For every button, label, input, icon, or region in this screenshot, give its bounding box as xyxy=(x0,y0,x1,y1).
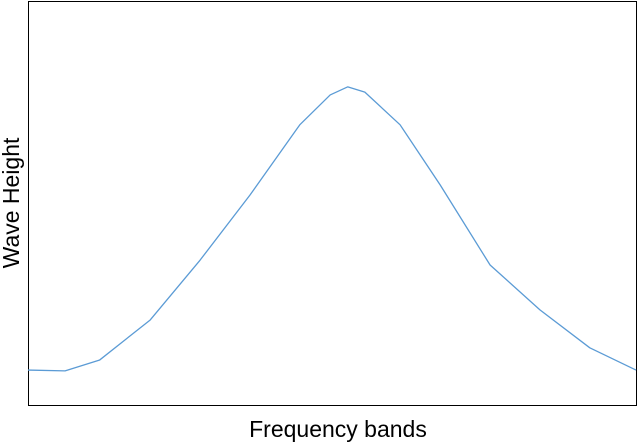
plot-frame xyxy=(28,1,637,406)
y-axis-label: Wave Height xyxy=(0,137,24,268)
data-line xyxy=(27,86,637,372)
x-axis-label: Frequency bands xyxy=(249,416,427,442)
